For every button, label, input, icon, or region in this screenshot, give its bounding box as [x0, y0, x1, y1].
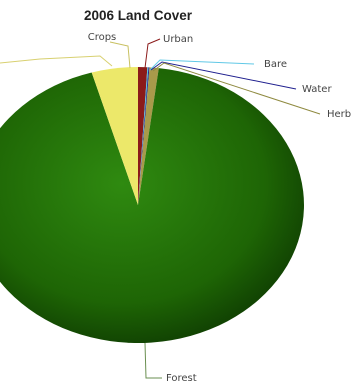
leader-urban — [144, 38, 161, 69]
leader-lines — [0, 38, 321, 379]
pie-slices — [0, 67, 304, 343]
label-urban: Urban — [163, 34, 193, 45]
slice-urban — [138, 67, 148, 205]
chart-title: 2006 Land Cover — [84, 8, 193, 23]
label-forest: Forest — [166, 373, 197, 384]
slice-herb — [138, 67, 159, 205]
leader-bare — [149, 59, 255, 71]
label-bare: Bare — [264, 59, 287, 70]
slice-water — [138, 67, 150, 206]
leader-forest — [144, 342, 162, 379]
slice-labels: Forest Crops Urban Bare Water Herb — [88, 32, 351, 384]
leader-crops-extension — [0, 55, 113, 67]
slice-crops — [91, 67, 138, 205]
leader-crops — [109, 41, 131, 69]
label-crops: Crops — [88, 32, 117, 43]
leader-water — [150, 61, 297, 90]
slice-forest — [0, 68, 304, 343]
label-herb: Herb — [327, 109, 351, 120]
label-water: Water — [302, 84, 332, 95]
leader-herb — [152, 62, 321, 115]
slice-bare — [138, 67, 149, 205]
